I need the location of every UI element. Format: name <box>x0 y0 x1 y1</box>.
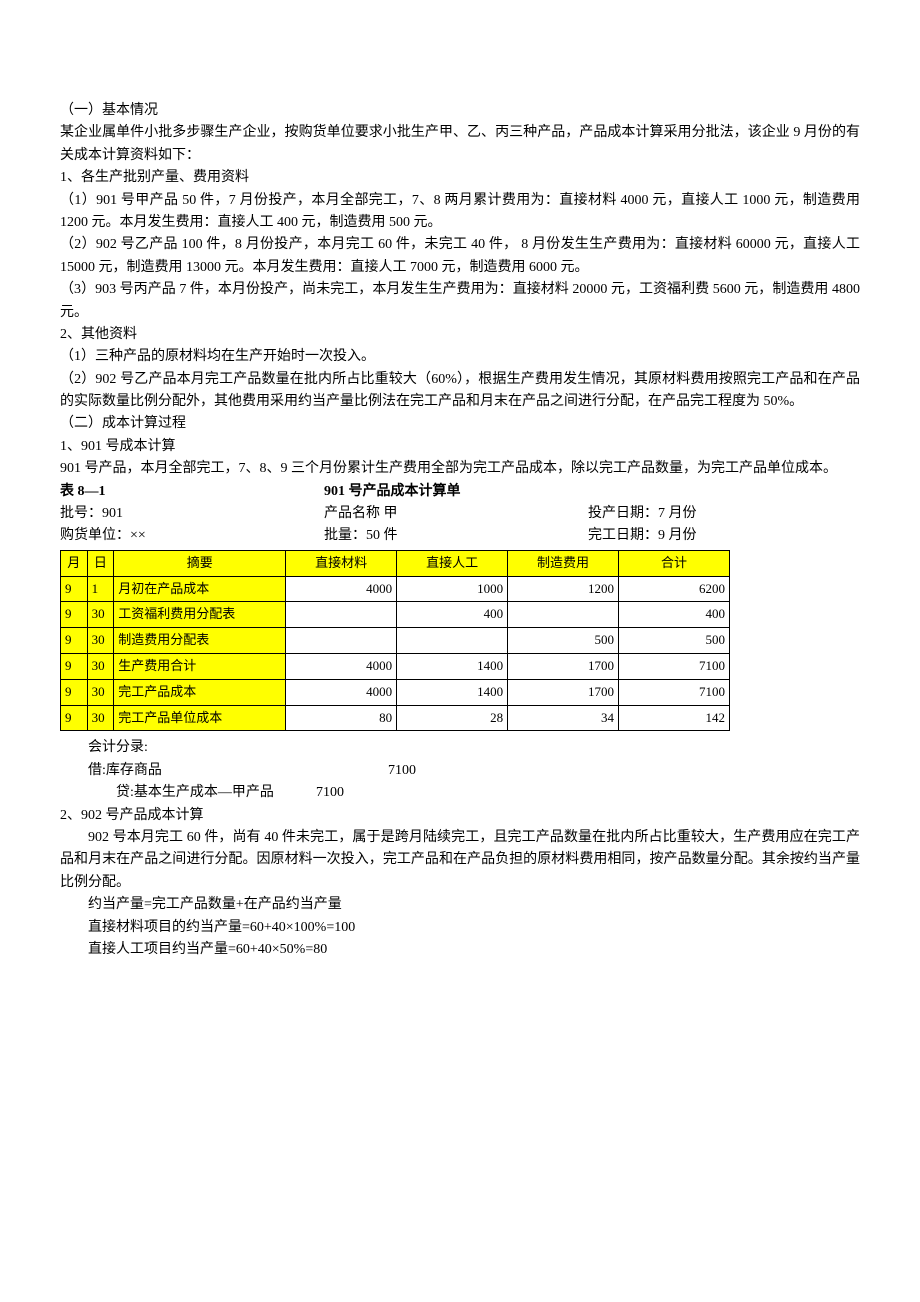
table-row: 930完工产品成本4000140017007100 <box>61 679 730 705</box>
cell-value: 80 <box>286 705 397 731</box>
cell-desc: 月初在产品成本 <box>114 576 286 602</box>
journal-debit-amount: 7100 <box>388 760 416 782</box>
cell-value: 1200 <box>508 576 619 602</box>
table1-meta2-center: 批量：50 件 <box>324 525 588 547</box>
cell-value <box>508 602 619 628</box>
cell-desc: 完工产品成本 <box>114 679 286 705</box>
section3-p1: 2、902 号产品成本计算 <box>60 805 860 827</box>
cell-value: 28 <box>397 705 508 731</box>
cell-day: 30 <box>87 654 114 680</box>
cell-value: 400 <box>619 602 730 628</box>
col-desc: 摘要 <box>114 550 286 576</box>
table1-meta-row2: 购货单位：×× 批量：50 件 完工日期：9 月份 <box>60 525 860 547</box>
section3-p5: 直接人工项目约当产量=60+40×50%=80 <box>60 939 860 961</box>
table1-caption-center: 901 号产品成本计算单 <box>324 481 588 503</box>
table1-meta2-left: 购货单位：×× <box>60 525 324 547</box>
cell-month: 9 <box>61 576 88 602</box>
table1-caption-right <box>588 481 852 503</box>
cell-value <box>286 602 397 628</box>
cell-month: 9 <box>61 602 88 628</box>
cell-value: 1400 <box>397 654 508 680</box>
section2-heading: （二）成本计算过程 <box>60 413 860 435</box>
cell-value: 1400 <box>397 679 508 705</box>
cell-value: 1000 <box>397 576 508 602</box>
table1-meta-row1: 批号：901 产品名称 甲 投产日期：7 月份 <box>60 503 860 525</box>
cell-value: 142 <box>619 705 730 731</box>
section2-p1: 1、901 号成本计算 <box>60 436 860 458</box>
col-overhead: 制造费用 <box>508 550 619 576</box>
table1-meta2-right: 完工日期：9 月份 <box>588 525 852 547</box>
table-row: 930制造费用分配表 500500 <box>61 628 730 654</box>
col-total: 合计 <box>619 550 730 576</box>
cell-value: 500 <box>508 628 619 654</box>
journal-entry: 会计分录: 借:库存商品 7100 贷:基本生产成本—甲产品 7100 <box>60 737 860 804</box>
section1-p3: （1）901 号甲产品 50 件，7 月份投产，本月全部完工，7、8 两月累计费… <box>60 190 860 235</box>
table1-meta1-left: 批号：901 <box>60 503 324 525</box>
cell-value: 1700 <box>508 654 619 680</box>
table-row: 91月初在产品成本4000100012006200 <box>61 576 730 602</box>
cell-day: 30 <box>87 602 114 628</box>
table1-caption: 表 8—1 901 号产品成本计算单 <box>60 481 860 503</box>
table-row: 930工资福利费用分配表 400 400 <box>61 602 730 628</box>
section1-p6: 2、其他资料 <box>60 324 860 346</box>
section1-heading: （一）基本情况 <box>60 100 860 122</box>
journal-title: 会计分录: <box>60 737 860 759</box>
section1-p8: （2）902 号乙产品本月完工产品数量在批内所占比重较大（60%），根据生产费用… <box>60 369 860 414</box>
col-month: 月 <box>61 550 88 576</box>
table1-meta1-right: 投产日期：7 月份 <box>588 503 852 525</box>
cell-desc: 生产费用合计 <box>114 654 286 680</box>
col-day: 日 <box>87 550 114 576</box>
table-row: 930完工产品单位成本802834142 <box>61 705 730 731</box>
cell-day: 30 <box>87 679 114 705</box>
journal-debit-label: 借:库存商品 <box>88 760 388 782</box>
section2-p2: 901 号产品，本月全部完工，7、8、9 三个月份累计生产费用全部为完工产品成本… <box>60 458 860 480</box>
section1-p5: （3）903 号丙产品 7 件，本月份投产，尚未完工，本月发生生产费用为：直接材… <box>60 279 860 324</box>
cell-value <box>397 628 508 654</box>
table-header-row: 月 日 摘要 直接材料 直接人工 制造费用 合计 <box>61 550 730 576</box>
cell-month: 9 <box>61 679 88 705</box>
journal-credit-amount: 7100 <box>316 782 344 804</box>
cell-day: 30 <box>87 705 114 731</box>
cell-value <box>286 628 397 654</box>
journal-credit-label: 贷:基本生产成本—甲产品 <box>116 782 316 804</box>
section3-p4: 直接材料项目的约当产量=60+40×100%=100 <box>60 917 860 939</box>
table-row: 930生产费用合计4000140017007100 <box>61 654 730 680</box>
cell-desc: 制造费用分配表 <box>114 628 286 654</box>
cell-month: 9 <box>61 705 88 731</box>
cell-month: 9 <box>61 654 88 680</box>
cell-desc: 工资福利费用分配表 <box>114 602 286 628</box>
cell-value: 34 <box>508 705 619 731</box>
cell-value: 4000 <box>286 679 397 705</box>
cell-value: 4000 <box>286 654 397 680</box>
col-labor: 直接人工 <box>397 550 508 576</box>
section1-p7: （1）三种产品的原材料均在生产开始时一次投入。 <box>60 346 860 368</box>
table1-meta1-center: 产品名称 甲 <box>324 503 588 525</box>
cell-value: 500 <box>619 628 730 654</box>
section3-p3: 约当产量=完工产品数量+在产品约当产量 <box>60 894 860 916</box>
cell-value: 7100 <box>619 654 730 680</box>
cell-value: 400 <box>397 602 508 628</box>
cell-value: 4000 <box>286 576 397 602</box>
cell-value: 7100 <box>619 679 730 705</box>
col-material: 直接材料 <box>286 550 397 576</box>
table1-caption-left: 表 8—1 <box>60 481 324 503</box>
cell-day: 1 <box>87 576 114 602</box>
cell-desc: 完工产品单位成本 <box>114 705 286 731</box>
section1-p2: 1、各生产批别产量、费用资料 <box>60 167 860 189</box>
cell-month: 9 <box>61 628 88 654</box>
section1-p1: 某企业属单件小批多步骤生产企业，按购货单位要求小批生产甲、乙、丙三种产品，产品成… <box>60 122 860 167</box>
cell-day: 30 <box>87 628 114 654</box>
cost-table-901: 月 日 摘要 直接材料 直接人工 制造费用 合计 91月初在产品成本400010… <box>60 550 730 732</box>
section3-p2: 902 号本月完工 60 件，尚有 40 件未完工，属于是跨月陆续完工，且完工产… <box>60 827 860 894</box>
section1-p4: （2）902 号乙产品 100 件，8 月份投产，本月完工 60 件，未完工 4… <box>60 234 860 279</box>
cell-value: 1700 <box>508 679 619 705</box>
cell-value: 6200 <box>619 576 730 602</box>
